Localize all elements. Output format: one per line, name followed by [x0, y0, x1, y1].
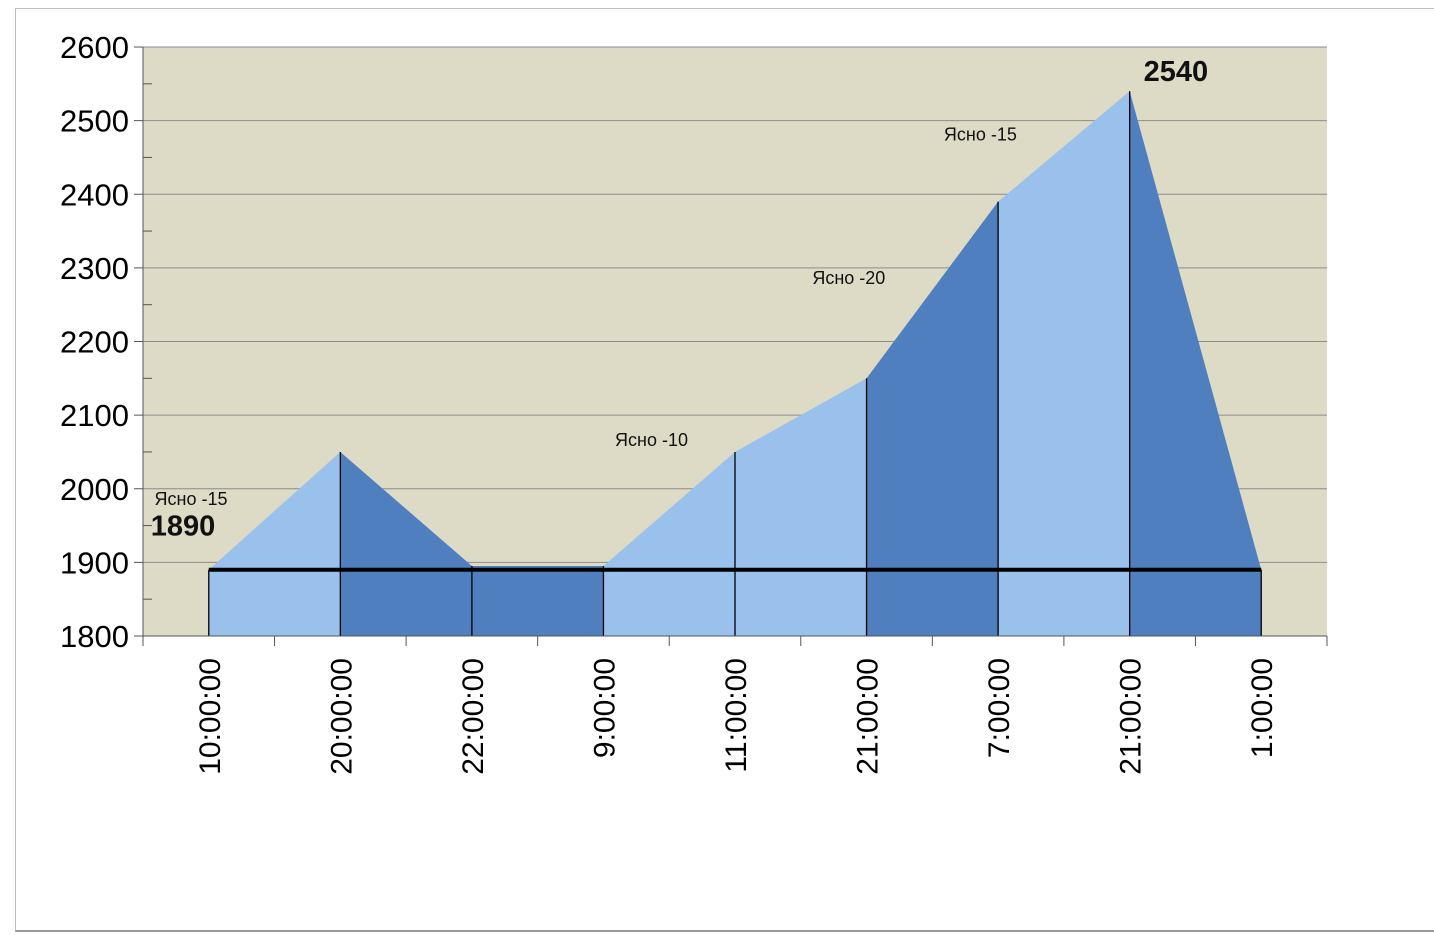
area-segment [471, 566, 604, 636]
area-segment [340, 451, 472, 636]
y-tick-label: 2000 [60, 472, 129, 507]
x-tick-label: 10:00:00 [194, 658, 227, 775]
x-tick-label: 9:00:00 [588, 658, 621, 758]
area-segment [1129, 91, 1262, 637]
x-tick-label: 11:00:00 [720, 658, 753, 773]
y-tick-label: 2200 [60, 325, 129, 360]
x-tick-label: 7:00:00 [983, 658, 1016, 758]
value-label: 2540 [1144, 56, 1209, 88]
weather-annotation: Ясно -20 [812, 268, 885, 288]
y-tick-label: 2400 [60, 177, 129, 212]
area-segment [998, 91, 1130, 637]
x-tick-label: 21:00:00 [852, 658, 885, 775]
weather-annotation: Ясно -10 [615, 430, 688, 450]
y-tick-label: 1900 [60, 545, 129, 580]
y-tick-label: 2100 [60, 398, 129, 433]
y-tick-label: 2500 [60, 104, 129, 139]
x-tick-label: 21:00:00 [1115, 658, 1148, 775]
x-tick-label: 22:00:00 [457, 658, 490, 775]
area-segment [866, 201, 999, 637]
x-tick-label: 1:00:00 [1246, 658, 1279, 758]
chart-frame [15, 8, 1434, 932]
y-tick-label: 2600 [60, 30, 129, 65]
weather-annotation: Ясно -15 [155, 489, 228, 509]
y-tick-label: 1800 [60, 619, 129, 654]
x-tick-label: 20:00:00 [325, 658, 358, 775]
weather-annotation: Ясно -15 [944, 124, 1017, 144]
y-tick-label: 2300 [60, 251, 129, 286]
value-label: 1890 [151, 511, 216, 543]
area-segment [603, 451, 735, 636]
area-segment [208, 451, 341, 636]
